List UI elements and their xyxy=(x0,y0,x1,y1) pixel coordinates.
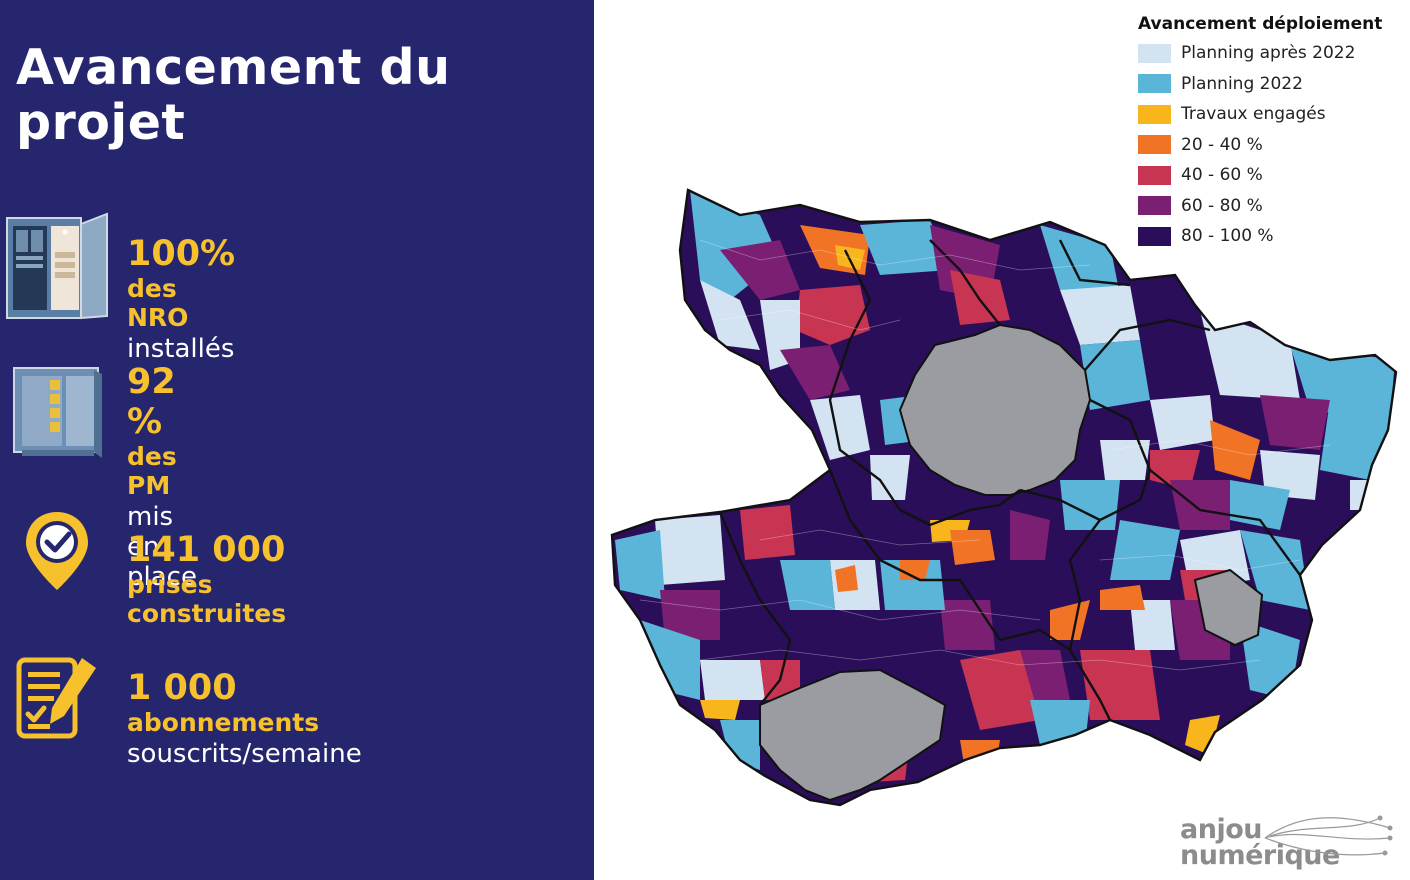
legend-swatch xyxy=(1138,43,1171,63)
stat-pm-text: 92 % des PM mis en place xyxy=(127,362,197,592)
legend-label: Planning 2022 xyxy=(1181,73,1303,94)
legend-item: 80 - 100 % xyxy=(1138,221,1403,252)
legend-label: 40 - 60 % xyxy=(1181,165,1263,186)
excluded-zones xyxy=(759,323,1264,802)
legend-item: Travaux engagés xyxy=(1138,99,1403,130)
legend-title: Avancement déploiement xyxy=(1138,14,1383,34)
stat-pm-value: 92 % xyxy=(127,362,176,442)
logo-line-2: numérique xyxy=(1180,840,1340,871)
legend-swatch xyxy=(1138,165,1171,185)
page-title: Avancement du projet xyxy=(16,40,450,150)
logo-line-1: anjou xyxy=(1180,814,1262,845)
commune-borders xyxy=(639,239,1331,671)
stat-abonnements-text: 1 000 abonnements souscrits/semaine xyxy=(127,668,362,769)
title-line-1: Avancement du xyxy=(16,39,451,96)
stat-abonnements-value: 1 000 xyxy=(127,668,237,708)
anjou-numerique-logo: anjou numérique xyxy=(1180,808,1395,878)
legend-swatch xyxy=(1138,104,1171,124)
stat-nro-sub: installés xyxy=(127,334,235,364)
legend-label: 20 - 40 % xyxy=(1181,134,1263,155)
stat-abonnements-sub: souscrits/semaine xyxy=(127,739,362,769)
legend-label: Travaux engagés xyxy=(1181,104,1326,125)
stat-abonnements-label: abonnements xyxy=(127,708,320,737)
network-lines-icon xyxy=(1264,815,1393,856)
legend-swatch xyxy=(1138,74,1171,94)
legend-item: 60 - 80 % xyxy=(1138,191,1403,222)
map-legend: Avancement déploiement Planning après 20… xyxy=(1138,14,1403,252)
checklist-icon xyxy=(16,657,96,739)
pm-cabinet-icon xyxy=(13,367,102,458)
stat-prises-text: 141 000 prises construites xyxy=(127,530,286,628)
stat-prises-label: prises construites xyxy=(127,570,287,628)
stat-pm-label: des PM xyxy=(127,442,177,500)
location-check-icon xyxy=(26,512,88,590)
legend-label: Planning après 2022 xyxy=(1181,43,1356,64)
legend-swatch xyxy=(1138,226,1171,246)
deployment-map xyxy=(610,188,1398,807)
stat-pm-sub: mis en place xyxy=(127,502,197,592)
legend-item: 20 - 40 % xyxy=(1138,130,1403,161)
legend-label: 80 - 100 % xyxy=(1181,226,1274,247)
legend-swatch xyxy=(1138,135,1171,155)
stat-nro-value: 100% xyxy=(127,234,236,274)
legend-swatch xyxy=(1138,196,1171,216)
legend-item: 40 - 60 % xyxy=(1138,160,1403,191)
stat-nro-text: 100% des NRO installés xyxy=(127,234,235,364)
left-panel: Avancement du projet 100% des NRO instal… xyxy=(0,0,594,880)
title-line-2: projet xyxy=(16,94,186,151)
stat-nro-label: des NRO xyxy=(127,274,189,332)
legend-item: Planning après 2022 xyxy=(1138,38,1403,69)
legend-label: 60 - 80 % xyxy=(1181,195,1263,216)
legend-item: Planning 2022 xyxy=(1138,69,1403,100)
nro-cabinet-icon xyxy=(6,212,108,320)
epci-borders xyxy=(610,188,1398,807)
stat-prises-value: 141 000 xyxy=(127,530,286,570)
